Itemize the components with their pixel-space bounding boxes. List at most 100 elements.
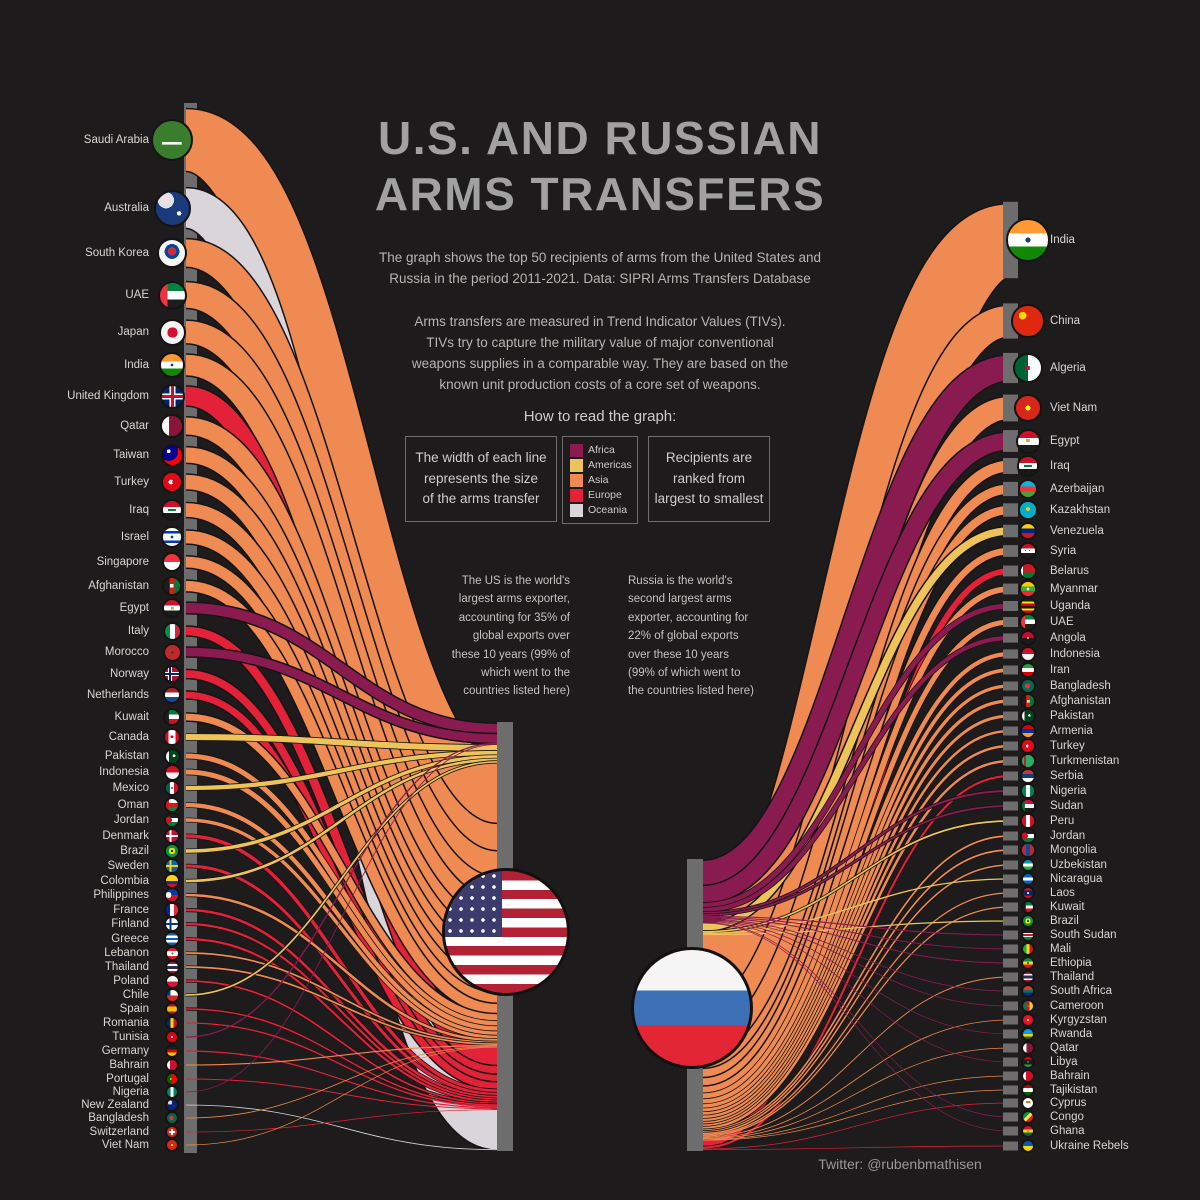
recipient-label-egypt: Egypt [1050,435,1080,447]
flag-icon-pakistan [1020,708,1036,724]
recipient-label-bangladesh: Bangladesh [1050,680,1111,692]
flag-icon-bangladesh [164,1110,180,1126]
legend-item-americas: Americas [570,458,637,473]
flag-icon-morocco [162,642,182,662]
recipient-label-france: France [113,904,149,916]
flag-icon-brazil [1020,913,1036,929]
continent-legend: Africa Americas Asia Europe Oceania [562,436,638,524]
node-mali [1003,944,1018,954]
flag-icon-norway [162,664,182,684]
node-turkey [1003,741,1018,751]
footer-credit: Twitter: @rubenbmathisen [818,1156,982,1172]
flag-icon-belarus [1019,562,1037,580]
recipient-label-switzerland: Switzerland [89,1126,149,1138]
recipient-label-brazil: Brazil [1050,915,1079,927]
flag-icon-bangladesh [1019,677,1037,695]
flow-us-finland [185,922,498,1101]
flag-icon-jordan [1020,828,1036,844]
recipient-label-finland: Finland [111,918,149,930]
flow-russia-mali [702,916,1011,950]
flag-icon-jordan [164,812,180,828]
node-qatar [1003,1043,1018,1053]
node-cameroon [1003,1001,1018,1011]
recipient-label-morocco: Morocco [104,646,149,658]
flow-russia-turkey [702,744,1011,1127]
flow-russia-laos [702,892,1011,1136]
node-peru [1003,816,1018,826]
node-bahrain [1003,1071,1018,1081]
flow-us-colombia [185,758,498,883]
recipient-label-indonesia: Indonesia [1050,648,1100,660]
flag-icon-egypt [1015,428,1041,454]
recipient-label-kuwait: Kuwait [114,711,149,723]
flow-russia-bangladesh [702,684,1011,1116]
recipient-label-iran: Iran [1050,664,1070,676]
flag-icon-uganda [1019,597,1037,615]
flag-icon-brazil [164,843,180,859]
recipient-label-japan: Japan [117,326,149,338]
recipient-label-colombia: Colombia [100,875,149,887]
recipient-label-south-africa: South Africa [1050,985,1113,997]
flag-icon-peru [1020,813,1036,829]
flow-us-france [185,908,498,1099]
flag-icon-thailand [1020,969,1036,985]
recipient-label-syria: Syria [1050,545,1077,557]
recipient-label-netherlands: Netherlands [86,689,149,701]
russia-flag-icon [631,947,753,1069]
node-nigeria [1003,786,1018,796]
node-thailand [1003,972,1018,982]
flag-icon-venezuela [1018,521,1038,541]
recipient-label-sudan: Sudan [1050,800,1084,812]
recipient-label-united-kingdom: United Kingdom [67,390,149,402]
recipient-label-myanmar: Myanmar [1050,583,1098,595]
flag-icon-armenia [1020,723,1036,739]
node-azerbaijan [1003,481,1018,497]
flag-icon-angola [1019,629,1037,647]
node-nicaragua [1003,874,1018,884]
recipient-label-turkmenistan: Turkmenistan [1050,755,1120,767]
recipient-label-germany: Germany [101,1045,149,1057]
flow-russia-south-africa [702,918,1011,992]
node-kuwait [1003,902,1018,912]
node-tajikistan [1003,1085,1018,1095]
us-flag-canton [445,871,503,937]
flag-icon-turkey [160,470,184,494]
recipient-label-norway: Norway [110,668,149,680]
recipient-label-romania: Romania [102,1017,149,1029]
flow-us-canada [185,734,498,751]
recipient-label-libya: Libya [1050,1056,1078,1068]
flag-icon-iraq [161,499,183,521]
flow-us-mexico [185,750,498,791]
flag-icon-kyrgyzstan [1020,1012,1036,1028]
node-ghana [1003,1126,1018,1136]
flow-russia-indonesia [702,651,1011,1109]
recipient-label-afghanistan: Afghanistan [1050,695,1111,707]
flow-us-egypt [185,602,498,735]
recipient-label-uae: UAE [1050,616,1074,628]
recipient-label-jordan: Jordan [1050,830,1086,842]
recipient-label-israel: Israel [120,531,149,543]
node-kazakhstan [1003,503,1018,517]
flag-icon-congo [1020,1109,1036,1125]
flow-us-jordan [185,818,498,1040]
flag-icon-laos [1020,885,1036,901]
recipient-label-ghana: Ghana [1050,1125,1085,1137]
recipient-label-indonesia: Indonesia [99,766,149,778]
flag-icon-azerbaijan [1017,478,1039,500]
node-cyprus [1003,1098,1018,1108]
node-angola [1003,633,1018,643]
recipient-label-brazil: Brazil [120,845,149,857]
flow-us-germany [185,1050,498,1109]
flag-icon-cameroon [1020,998,1036,1014]
flag-icon-germany [164,1043,180,1059]
flow-russia-ukraine-rebels [702,1145,1011,1150]
recipient-label-sweden: Sweden [107,860,149,872]
legend-item-oceania: Oceania [570,503,637,518]
flag-icon-serbia [1020,768,1036,784]
flag-icon-bahrain [164,1057,180,1073]
flow-us-philippines [185,893,498,1042]
flag-icon-japan [158,318,186,346]
node-ethiopia [1003,958,1018,968]
flag-icon-spain [164,1001,180,1017]
node-south-africa [1003,986,1018,996]
